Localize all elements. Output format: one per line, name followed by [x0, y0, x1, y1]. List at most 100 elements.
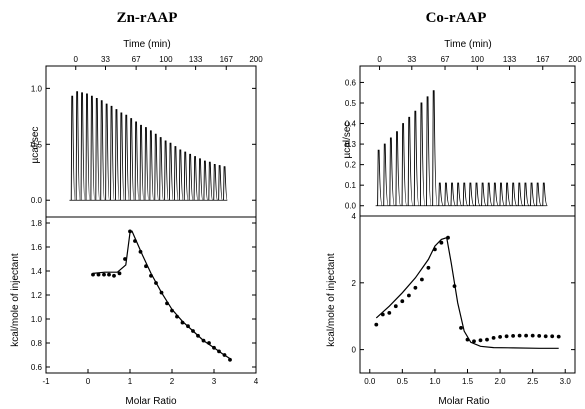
data-point	[550, 334, 555, 339]
injection-peak	[100, 100, 105, 201]
time-tick-label: 200	[249, 55, 263, 64]
data-point	[175, 314, 179, 319]
data-point	[524, 333, 528, 338]
data-point	[433, 247, 437, 252]
injection-peak	[536, 182, 542, 207]
data-point	[128, 229, 132, 234]
injection-peak	[468, 182, 475, 207]
data-point	[426, 265, 431, 270]
zn-bottom-frame	[45, 216, 257, 374]
injection-peak	[90, 95, 96, 201]
power-tick-label: 0.0	[345, 202, 357, 211]
data-point	[96, 272, 101, 277]
injection-peak	[208, 161, 213, 201]
ratio-tick-label: 2.0	[495, 377, 507, 386]
data-point	[465, 337, 470, 342]
data-point	[212, 345, 216, 350]
zn-bottom-ylabel: kcal/mole of injectant	[10, 253, 21, 347]
injection-peak	[413, 110, 420, 207]
injection-peak	[193, 156, 199, 201]
injection-peak	[213, 163, 218, 201]
power-tick-label: 0.5	[31, 140, 43, 149]
enthalpy-tick-label: 4	[352, 212, 357, 221]
injection-peak	[183, 151, 189, 201]
injection-peak	[164, 140, 169, 201]
injection-peak	[144, 127, 150, 201]
data-point	[107, 272, 111, 277]
injection-peak	[450, 182, 456, 207]
ratio-tick-label: 1	[128, 377, 133, 386]
enthalpy-tick-label: 1.4	[31, 267, 43, 276]
data-point	[420, 277, 424, 282]
co-bottom-ylabel: kcal/mole of injectant	[326, 253, 337, 347]
injection-peak	[389, 137, 395, 207]
injection-peak	[462, 182, 469, 207]
injection-peak	[487, 182, 493, 207]
co-top-xticks: 0 33 67 100 133 167 200	[377, 55, 582, 70]
data-point	[144, 264, 148, 269]
power-tick-label: 0.0	[31, 196, 43, 205]
injection-peak	[419, 102, 426, 207]
injection-peak	[159, 137, 164, 201]
time-tick-label: 33	[407, 55, 416, 64]
data-point	[112, 273, 116, 278]
injection-peak	[169, 142, 174, 201]
time-tick-label: 67	[441, 55, 450, 64]
data-point	[133, 239, 137, 243]
power-tick-label: 0.6	[345, 78, 357, 87]
data-point	[117, 271, 122, 276]
time-tick-label: 67	[132, 55, 141, 64]
co-top-yticks: 0.0 0.1 0.2 0.3 0.4 0.5 0.6	[345, 78, 575, 211]
time-tick-label: 167	[536, 55, 550, 64]
injection-peak	[124, 114, 130, 201]
time-tick-label: 33	[101, 55, 110, 64]
injection-peak	[75, 91, 81, 201]
injection-peak	[149, 130, 154, 201]
ratio-tick-label: 3	[212, 377, 217, 386]
time-tick-label: 0	[74, 55, 79, 64]
co-bottom-xticks: 0.0 0.5 1.0 1.5 2.0 2.5 3.0	[364, 369, 571, 386]
zn-fit-curve	[92, 230, 231, 360]
injection-peak	[178, 149, 184, 201]
data-point	[478, 338, 483, 343]
power-tick-label: 0.2	[345, 161, 357, 170]
data-point	[123, 257, 127, 261]
data-point	[201, 338, 206, 343]
enthalpy-tick-label: 0.6	[31, 363, 43, 372]
co-data-points	[374, 235, 561, 344]
ratio-tick-label: 3.0	[560, 377, 572, 386]
ratio-tick-label: 2.5	[527, 377, 539, 386]
data-point	[517, 333, 522, 338]
injection-peak	[85, 93, 91, 201]
injection-peak	[139, 124, 145, 201]
enthalpy-tick-label: 1.2	[31, 291, 43, 300]
zn-top-xticks: 0 33 67 100 133 167 200	[74, 55, 263, 70]
injection-peak	[105, 103, 110, 201]
data-point	[102, 272, 106, 277]
data-point	[387, 311, 392, 315]
power-tick-label: 0.5	[345, 99, 357, 108]
injection-peak	[523, 182, 530, 207]
data-point	[530, 333, 535, 338]
injection-peak	[481, 182, 487, 207]
injection-peak	[95, 97, 100, 201]
data-point	[472, 339, 476, 344]
power-tick-label: 0.4	[345, 120, 357, 129]
data-point	[413, 285, 418, 290]
co-top-ylabel: µcal/sec	[342, 122, 353, 159]
zn-injection-peaks	[69, 91, 228, 201]
data-point	[393, 304, 398, 309]
injection-peak	[475, 182, 481, 207]
zn-data-points	[91, 229, 232, 362]
data-point	[380, 312, 385, 317]
data-point	[222, 353, 227, 357]
injection-peak	[173, 146, 179, 201]
co-molar-ratio-label: Molar Ratio	[438, 396, 490, 407]
data-point	[191, 329, 195, 333]
data-point	[138, 249, 143, 254]
injection-peak	[517, 182, 524, 207]
power-tick-label: 1.0	[31, 84, 43, 93]
data-point	[498, 335, 502, 339]
injection-peak	[154, 133, 159, 201]
co-figure: Co-rAAP Time (min) µcal/sec kcal/mole of…	[326, 10, 582, 407]
